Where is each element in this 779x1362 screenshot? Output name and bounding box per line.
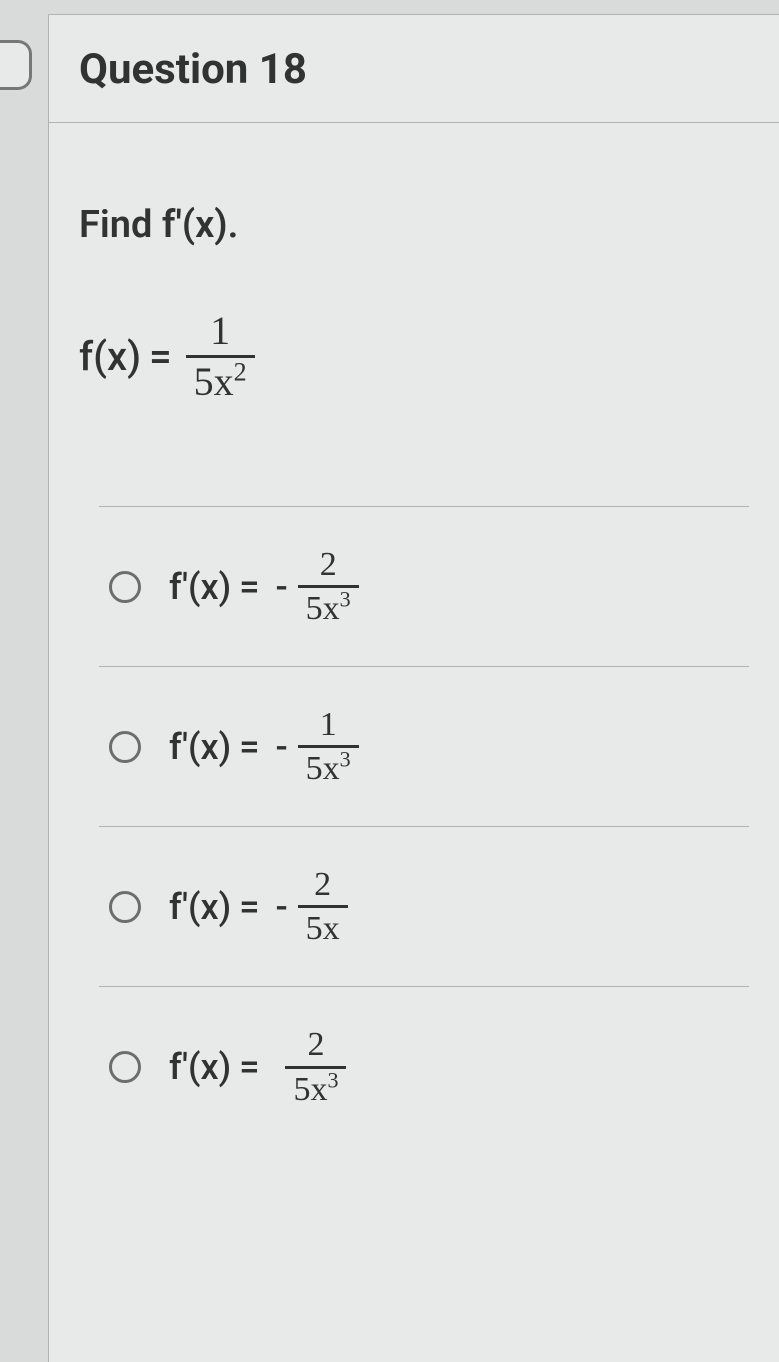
negative-sign: - bbox=[275, 566, 287, 608]
option-b-expression: f'(x) = - 1 5x3 bbox=[169, 704, 365, 790]
prev-question-icon[interactable] bbox=[0, 40, 32, 90]
fraction-numerator: 2 bbox=[306, 864, 339, 905]
fraction-denominator: 5x2 bbox=[186, 358, 255, 406]
radio-b[interactable] bbox=[109, 731, 141, 763]
option-d[interactable]: f'(x) = 2 5x3 bbox=[99, 987, 749, 1147]
fraction-denominator: 5x bbox=[298, 908, 348, 949]
option-fraction: 2 5x bbox=[298, 864, 348, 950]
equals-sign: = bbox=[239, 886, 259, 928]
question-header: Question 18 bbox=[49, 15, 779, 123]
question-prompt: Find f'(x). bbox=[79, 203, 749, 247]
option-a[interactable]: f'(x) = - 2 5x3 bbox=[99, 507, 749, 667]
function-definition: f(x) = 1 5x2 bbox=[79, 307, 749, 406]
answer-options: f'(x) = - 2 5x3 f'(x) = - bbox=[99, 506, 749, 1147]
option-lhs: f'(x) bbox=[169, 886, 231, 928]
negative-sign: - bbox=[275, 886, 287, 928]
option-fraction: 2 5x3 bbox=[285, 1024, 346, 1110]
fraction-numerator: 1 bbox=[312, 704, 345, 745]
fraction-denominator: 5x3 bbox=[298, 588, 359, 629]
radio-a[interactable] bbox=[109, 571, 141, 603]
fraction-numerator: 2 bbox=[312, 544, 345, 585]
equals-sign: = bbox=[239, 1046, 259, 1088]
option-d-expression: f'(x) = 2 5x3 bbox=[169, 1024, 352, 1110]
option-c[interactable]: f'(x) = - 2 5x bbox=[99, 827, 749, 987]
fraction-numerator: 1 bbox=[202, 307, 238, 355]
equals-sign: = bbox=[239, 726, 259, 768]
question-body: Find f'(x). f(x) = 1 5x2 f'(x) = - 2 bbox=[49, 123, 779, 1177]
radio-c[interactable] bbox=[109, 891, 141, 923]
question-panel: Question 18 Find f'(x). f(x) = 1 5x2 f'(… bbox=[48, 14, 779, 1362]
option-lhs: f'(x) bbox=[169, 566, 231, 608]
option-c-expression: f'(x) = - 2 5x bbox=[169, 864, 354, 950]
question-title: Question 18 bbox=[79, 45, 749, 94]
option-fraction: 2 5x3 bbox=[298, 544, 359, 630]
option-lhs: f'(x) bbox=[169, 726, 231, 768]
option-lhs: f'(x) bbox=[169, 1046, 231, 1088]
radio-d[interactable] bbox=[109, 1051, 141, 1083]
equals-sign: = bbox=[239, 566, 259, 608]
option-b[interactable]: f'(x) = - 1 5x3 bbox=[99, 667, 749, 827]
fraction-denominator: 5x3 bbox=[285, 1069, 346, 1110]
fraction-denominator: 5x3 bbox=[298, 748, 359, 789]
function-lhs: f(x) bbox=[79, 333, 141, 380]
negative-sign: - bbox=[275, 726, 287, 768]
fraction-numerator: 2 bbox=[299, 1024, 332, 1065]
equals-sign: = bbox=[149, 333, 172, 380]
option-fraction: 1 5x3 bbox=[298, 704, 359, 790]
option-a-expression: f'(x) = - 2 5x3 bbox=[169, 544, 365, 630]
function-fraction: 1 5x2 bbox=[186, 307, 255, 406]
